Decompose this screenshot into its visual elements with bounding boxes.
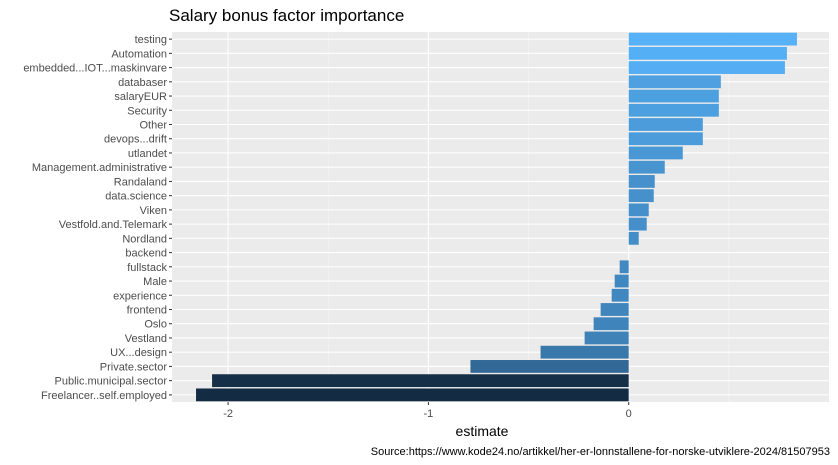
- bar-salaryEUR: [628, 89, 719, 103]
- y-tick-label: Viken: [140, 205, 167, 217]
- bar-Vestfold.and.Telemark: [628, 217, 647, 231]
- y-tick-label: Private.sector: [100, 361, 168, 373]
- y-tick-label: Vestfold.and.Telemark: [59, 219, 168, 231]
- x-tick-label: -2: [223, 408, 233, 420]
- y-tick-label: Oslo: [144, 319, 167, 331]
- y-tick-label: Automation: [111, 48, 167, 60]
- y-tick-label: Nordland: [122, 233, 167, 245]
- bar-Freelancer..self.employed: [196, 388, 629, 402]
- bar-frontend: [600, 303, 629, 316]
- bar-Male: [614, 274, 629, 288]
- bar-testing: [628, 32, 797, 46]
- bars: [196, 32, 797, 402]
- y-tick-label: experience: [113, 290, 167, 302]
- bar-databaser: [628, 75, 721, 89]
- bar-Viken: [628, 203, 649, 217]
- chart-title: Salary bonus factor importance: [169, 6, 405, 25]
- bar-fullstack: [619, 260, 629, 274]
- y-tick-label: Freelancer..self.employed: [41, 390, 167, 402]
- x-axis-label: estimate: [455, 423, 509, 439]
- bar-utlandet: [628, 146, 683, 160]
- y-tick-label: frontend: [127, 305, 167, 317]
- y-tick-label: utlandet: [128, 148, 167, 160]
- bar-Randaland: [628, 175, 655, 188]
- bar-Security: [628, 103, 719, 117]
- x-tick-label: 0: [626, 408, 632, 420]
- y-tick-label: Other: [139, 120, 167, 132]
- y-tick-label: Male: [143, 276, 167, 288]
- y-tick-label: Randaland: [114, 176, 167, 188]
- y-tick-label: embedded...IOT...maskinvare: [23, 63, 167, 75]
- y-tick-label: fullstack: [127, 262, 167, 274]
- bar-Automation: [628, 46, 787, 60]
- y-tick-label: testing: [135, 34, 167, 46]
- bar-UX...design: [540, 345, 629, 359]
- y-tick-label: Vestland: [125, 333, 167, 345]
- y-tick-label: Public.municipal.sector: [55, 376, 168, 388]
- bar-Oslo: [593, 317, 629, 331]
- bar-Private.sector: [470, 360, 629, 373]
- y-axis: testing Automation embedded...IOT...maskin…: [23, 34, 172, 402]
- y-tick-label: backend: [125, 248, 167, 260]
- bar-Other: [628, 118, 703, 131]
- y-tick-label: data.science: [105, 191, 167, 203]
- y-tick-label: salaryEUR: [114, 91, 167, 103]
- x-tick-label: -1: [423, 408, 433, 420]
- y-tick-label: UX...design: [110, 347, 167, 359]
- bar-embedded...IOT...maskinvare: [628, 61, 785, 74]
- y-tick-label: Management.administrative: [32, 162, 167, 174]
- bar-devops...drift: [628, 132, 703, 146]
- bar-Public.municipal.sector: [212, 374, 629, 388]
- x-axis: -2 -1 0: [223, 402, 632, 420]
- y-tick-label: databaser: [118, 77, 167, 89]
- bar-experience: [611, 288, 629, 302]
- bar-Management.administrative: [628, 160, 665, 174]
- plot-panel: [172, 32, 829, 402]
- source-note: Source:https://www.kode24.no/artikkel/he…: [370, 446, 830, 458]
- y-tick-label: devops...drift: [104, 134, 167, 146]
- bar-data.science: [628, 189, 654, 203]
- bar-Nordland: [628, 231, 639, 245]
- bar-Vestland: [584, 331, 629, 345]
- y-tick-label: Security: [127, 105, 167, 117]
